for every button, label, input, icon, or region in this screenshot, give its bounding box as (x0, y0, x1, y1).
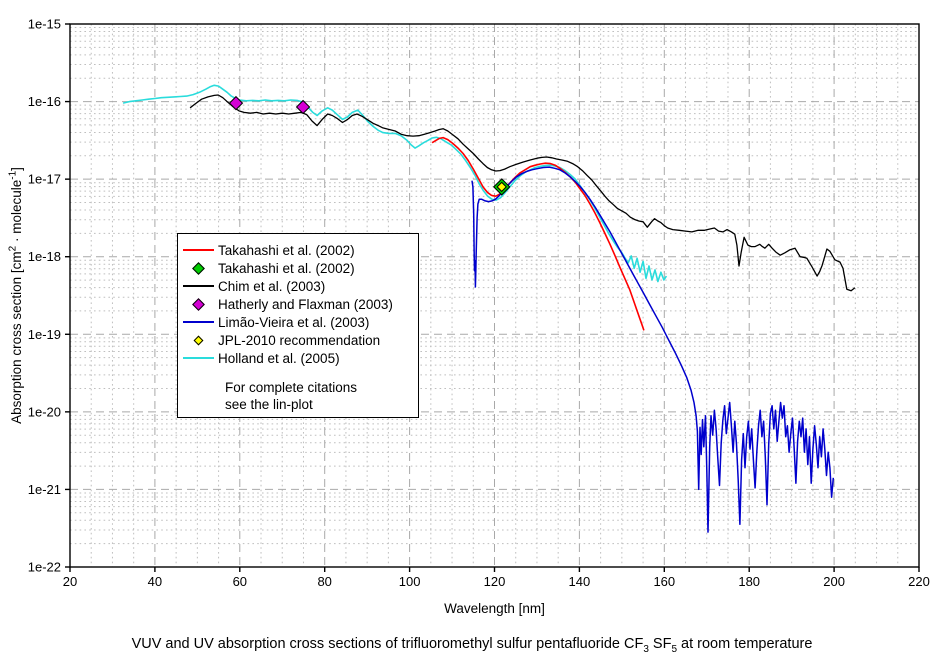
series-chim-et-al-2003- (189, 94, 856, 292)
x-tick-label: 80 (317, 574, 331, 589)
legend-line-swatch (178, 321, 218, 323)
legend-item: Takahashi et al. (2002) (178, 241, 418, 259)
x-tick-label: 20 (63, 574, 77, 589)
x-tick-label: 140 (569, 574, 591, 589)
y-tick-label: 1e-18 (28, 249, 61, 264)
legend-diamond-swatch (178, 297, 218, 311)
legend-line-swatch (178, 285, 218, 287)
y-tick-label: 1e-16 (28, 94, 61, 109)
legend-line-swatch (178, 357, 218, 359)
x-axis-label: Wavelength [nm] (444, 601, 545, 616)
x-tick-label: 220 (908, 574, 930, 589)
swatch-#000000 (182, 285, 214, 287)
x-tick-label: 100 (399, 574, 421, 589)
x-tick-label: 60 (233, 574, 247, 589)
legend-item-label: JPL-2010 recommendation (218, 332, 381, 348)
marker-jpl-2010-recommendation (496, 181, 507, 193)
x-tick-label: 40 (148, 574, 162, 589)
legend-item-label: Takahashi et al. (2002) (218, 242, 355, 258)
legend-item: Limão-Vieira et al. (2003) (178, 313, 418, 331)
x-tick-label: 160 (653, 574, 675, 589)
series-lim-o-vieira-et-al-2003- (471, 166, 835, 533)
y-tick-label: 1e-15 (28, 17, 61, 32)
swatch-#00cc00 (191, 261, 205, 275)
swatch-#d400d4 (191, 297, 205, 311)
legend-item-label: Takahashi et al. (2002) (218, 260, 355, 276)
legend-items: Takahashi et al. (2002) Takahashi et al. … (178, 241, 418, 367)
y-tick-label: 1e-17 (28, 172, 61, 187)
swatch-#0000cd (182, 321, 214, 323)
x-tick-label: 120 (484, 574, 506, 589)
legend-item: Takahashi et al. (2002) (178, 259, 418, 277)
series-holland-et-al-2005- (122, 84, 668, 283)
legend-diamond-swatch (178, 335, 218, 345)
y-tick-label: 1e-19 (28, 327, 61, 342)
swatch-#ffff00 (193, 335, 203, 345)
legend-note-line1: For complete citations (225, 380, 358, 395)
legend-item: Holland et al. (2005) (178, 349, 418, 367)
legend: Takahashi et al. (2002) Takahashi et al. … (177, 233, 419, 418)
swatch-#ff0000 (182, 249, 214, 251)
legend-item-label: Chim et al. (2003) (218, 278, 326, 294)
legend-item: JPL-2010 recommendation (178, 331, 418, 349)
legend-item-label: Holland et al. (2005) (218, 350, 340, 366)
swatch-#2adcdc (182, 357, 214, 359)
y-tick-label: 1e-22 (28, 560, 61, 575)
legend-item-label: Hatherly and Flaxman (2003) (218, 296, 393, 312)
legend-note: For complete citations see the lin-plot (178, 379, 418, 413)
legend-item-label: Limão-Vieira et al. (2003) (218, 314, 370, 330)
legend-item: Hatherly and Flaxman (2003) (178, 295, 418, 313)
y-tick-label: 1e-20 (28, 404, 61, 419)
caption: VUV and UV absorption cross sections of … (131, 636, 813, 655)
marker-hatherly-and-flaxman-2003- (228, 95, 244, 111)
marker-hatherly-and-flaxman-2003- (295, 99, 311, 115)
legend-item: Chim et al. (2003) (178, 277, 418, 295)
x-tick-label: 200 (823, 574, 845, 589)
y-tick-label: 1e-21 (28, 482, 61, 497)
legend-line-swatch (178, 249, 218, 251)
series-takahashi-et-al-2002- (431, 136, 645, 331)
x-tick-label: 180 (738, 574, 760, 589)
legend-diamond-swatch (178, 261, 218, 275)
legend-note-line2: see the lin-plot (225, 397, 313, 412)
y-axis-label: Absorption cross section [cm2 · molecule… (7, 167, 25, 424)
